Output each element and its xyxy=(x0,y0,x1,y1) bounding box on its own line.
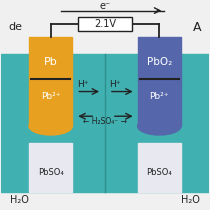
Bar xyxy=(1,54,209,192)
Text: PbSO₄: PbSO₄ xyxy=(38,168,64,177)
Text: Pb²⁺: Pb²⁺ xyxy=(41,92,60,101)
Bar xyxy=(138,37,181,111)
Text: H⁺: H⁺ xyxy=(77,80,89,89)
Text: H₂O: H₂O xyxy=(10,195,29,205)
Text: H₂O: H₂O xyxy=(181,195,200,205)
Text: ← H₂SO₄⁻ →: ← H₂SO₄⁻ → xyxy=(83,117,127,126)
Text: de: de xyxy=(8,22,22,32)
Text: H⁺: H⁺ xyxy=(109,80,121,89)
Text: Pb²⁺: Pb²⁺ xyxy=(150,92,169,101)
Bar xyxy=(29,143,72,192)
Text: 2.1V: 2.1V xyxy=(94,19,116,29)
Ellipse shape xyxy=(138,117,181,135)
Text: A: A xyxy=(193,21,202,34)
Bar xyxy=(138,143,181,192)
Text: Pb: Pb xyxy=(44,57,58,67)
Ellipse shape xyxy=(29,117,72,135)
Text: PbO₂: PbO₂ xyxy=(147,57,172,67)
Text: e⁻: e⁻ xyxy=(100,1,110,11)
Bar xyxy=(29,37,72,111)
Polygon shape xyxy=(29,111,72,126)
Text: PbSO₄: PbSO₄ xyxy=(146,168,172,177)
Bar xyxy=(78,17,132,31)
Polygon shape xyxy=(138,111,181,126)
